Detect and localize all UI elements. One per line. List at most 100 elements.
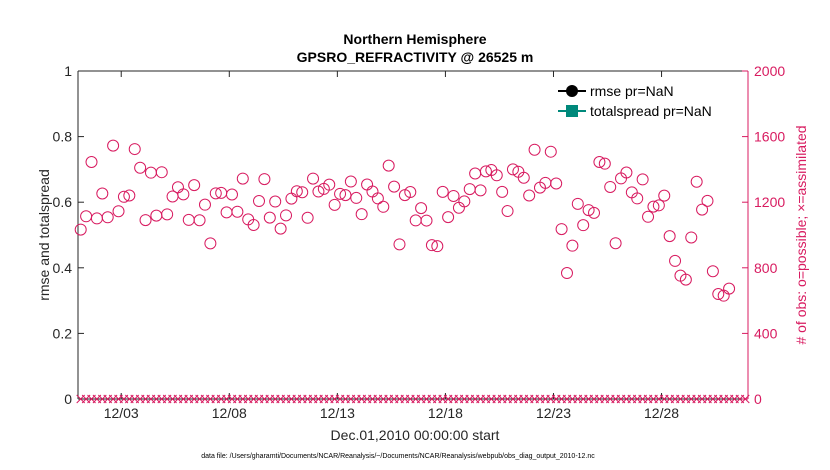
legend-totalspread-marker [566, 105, 578, 117]
chart-title-line1: Northern Hemisphere [343, 31, 486, 47]
obs-possible-marker [404, 186, 417, 199]
obs-possible-marker [679, 273, 692, 286]
obs-possible-marker [344, 175, 357, 188]
obs-possible-marker [652, 199, 665, 212]
y-tick-label-right: 1200 [754, 194, 785, 210]
obs-possible-marker [328, 198, 341, 211]
obs-possible-marker [588, 206, 601, 219]
obs-possible-marker [582, 204, 595, 217]
obs-possible-marker [669, 254, 682, 267]
obs-possible-marker [323, 178, 336, 191]
obs-possible-marker [134, 161, 147, 174]
obs-possible-marker [420, 214, 433, 227]
obs-possible-marker [280, 209, 293, 222]
y-tick-label-left: 1 [64, 63, 72, 79]
obs-possible-marker [155, 166, 168, 179]
obs-possible-marker [263, 211, 276, 224]
obs-possible-marker [371, 192, 384, 205]
obs-possible-marker [560, 267, 573, 280]
obs-possible-marker [631, 192, 644, 205]
x-tick-label: 12/03 [104, 405, 139, 421]
x-tick-label: 12/28 [644, 405, 679, 421]
obs-possible-marker [642, 210, 655, 223]
obs-possible-marker [501, 205, 514, 218]
y-tick-label-right: 0 [754, 391, 762, 407]
obs-possible-marker [388, 180, 401, 193]
obs-possible-marker [247, 218, 260, 231]
y-tick-label-left: 0.4 [53, 260, 73, 276]
obs-possible-marker [442, 211, 455, 224]
obs-possible-marker [658, 189, 671, 202]
obs-possible-marker [415, 202, 428, 215]
obs-possible-marker [712, 288, 725, 301]
y-tick-label-right: 2000 [754, 63, 785, 79]
chart-title-line2: GPSRO_REFRACTIVITY @ 26525 m [297, 49, 534, 65]
obs-possible-marker [236, 172, 249, 185]
obs-possible-marker [204, 237, 217, 250]
assimilated-series [76, 394, 750, 404]
obs-possible-marker [458, 195, 471, 208]
obs-possible-marker [496, 185, 509, 198]
obs-possible-marker [393, 238, 406, 251]
obs-possible-marker [604, 180, 617, 193]
legend-rmse-label: rmse pr=NaN [590, 83, 674, 99]
obs-possible-marker [307, 172, 320, 185]
data-file-footnote: data file: /Users/gharamti/Documents/NCA… [201, 453, 595, 460]
y-axis-label-left: rmse and totalspread [36, 169, 52, 301]
obs-possible-marker [690, 175, 703, 188]
y-axis-label-right: # of obs: o=possible; ×=assimilated [793, 125, 809, 344]
obs-possible-marker [431, 240, 444, 253]
obs-possible-marker [425, 239, 438, 252]
obs-possible-marker [139, 214, 152, 227]
obs-possible-marker [647, 200, 660, 213]
obs-possible-marker [701, 194, 714, 207]
y-tick-label-left: 0.8 [53, 129, 73, 145]
obs-possible-marker [550, 177, 563, 190]
y-tick-label-right: 400 [754, 325, 778, 341]
obs-possible-marker [112, 205, 125, 218]
obs-possible-marker [571, 197, 584, 210]
obs-possible-marker [663, 230, 676, 243]
obs-possible-marker [231, 205, 244, 218]
obs-possible-marker [517, 171, 530, 184]
y-tick-label-right: 1600 [754, 129, 785, 145]
obs-possible-marker [506, 163, 519, 176]
obs-possible-marker [301, 211, 314, 224]
x-tick-label: 12/13 [320, 405, 355, 421]
y-tick-label-left: 0.2 [53, 325, 73, 341]
y-tick-label-left: 0.6 [53, 194, 73, 210]
legend-rmse-marker [566, 85, 578, 97]
obs-possible-marker [436, 185, 449, 198]
obs-possible-marker [593, 156, 606, 169]
y-ticks-right: 0 400 800 1200 1600 2000 [742, 63, 785, 407]
x-tick-label: 12/08 [212, 405, 247, 421]
x-tick-label: 12/18 [428, 405, 463, 421]
x-axis-label: Dec.01,2010 00:00:00 start [331, 427, 500, 443]
obs-possible-marker [269, 195, 282, 208]
obs-possible-marker [198, 198, 211, 211]
obs-possible-marker [377, 200, 390, 213]
obs-possible-marker [188, 179, 201, 192]
obs-possible-marker [312, 185, 325, 198]
obs-possible-marker [177, 188, 190, 201]
obs-possible-marker [128, 143, 141, 156]
obs-possible-marker [274, 222, 287, 235]
obs-possible-marker [96, 187, 109, 200]
obs-possible-marker [101, 211, 114, 224]
obs-possible-marker [117, 190, 130, 203]
y-ticks-left: 0 0.2 0.4 0.6 0.8 1 [53, 63, 84, 407]
obs-possible-marker [577, 219, 590, 232]
obs-possible-marker [123, 189, 136, 202]
obs-possible-marker [723, 282, 736, 295]
legend: rmse pr=NaN totalspread pr=NaN [558, 83, 712, 119]
obs-possible-marker [479, 165, 492, 178]
obs-possible-marker [555, 223, 568, 236]
obs-possible-marker [74, 223, 87, 236]
obs-possible-marker [209, 187, 222, 200]
obs-possible-marker [598, 157, 611, 170]
obs-possible-marker [528, 143, 541, 156]
obs-possible-marker [258, 173, 271, 186]
obs-possible-marker [696, 203, 709, 216]
legend-totalspread-label: totalspread pr=NaN [590, 103, 712, 119]
